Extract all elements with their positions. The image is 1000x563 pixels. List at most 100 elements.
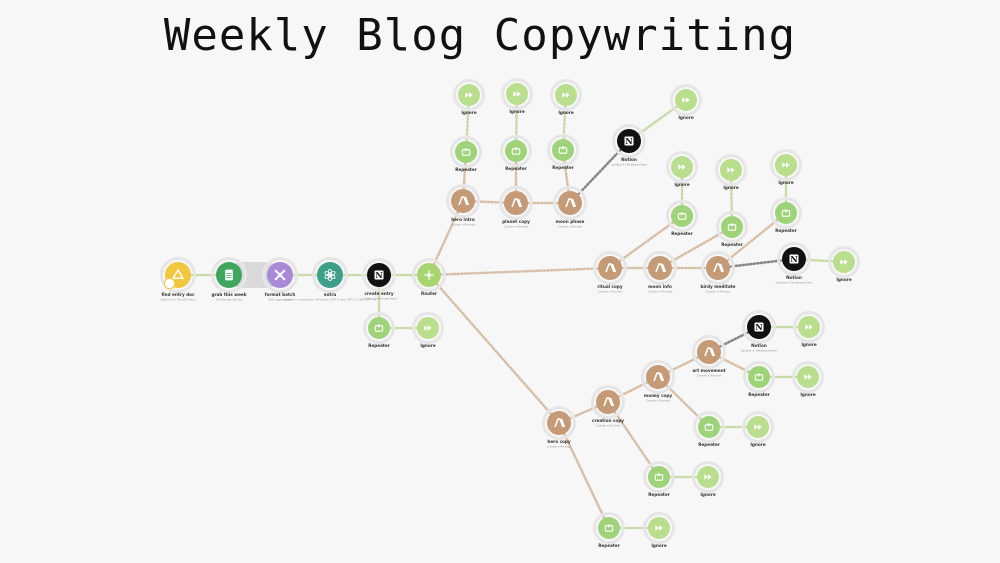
module-label: Repeater (748, 392, 771, 397)
tools-icon (274, 269, 286, 281)
module-label: Ignore (674, 182, 689, 187)
module-ignore-d1[interactable]: Ignore (792, 361, 824, 398)
module-ignore-a[interactable]: Ignore (412, 312, 444, 349)
module-ignore-d4[interactable]: Ignore (643, 512, 675, 549)
notion-icon: N (754, 322, 764, 332)
module-sublabel: Create a Prompt (598, 290, 623, 294)
module-halo (593, 251, 627, 285)
svg-text:N: N (790, 254, 797, 264)
module-repeater-d1[interactable]: Repeater (743, 361, 775, 398)
drive-icon (171, 268, 185, 280)
module-label: Repeater (455, 167, 478, 172)
repeater-icon (558, 145, 568, 154)
module-halo (643, 461, 675, 493)
module-sublabel: Create a Prompt (697, 374, 722, 378)
module-ignore-b4[interactable]: Ignore (670, 84, 702, 121)
module-label: moon phase (556, 219, 585, 224)
module-label: Repeater (775, 228, 798, 233)
module-ignore-c4[interactable]: Ignore (828, 246, 860, 283)
module-halo (446, 184, 480, 218)
module-label: Repeater (671, 231, 694, 236)
module-label: moon info (648, 284, 672, 289)
module-ignore-b1[interactable]: Ignore (453, 79, 485, 116)
module-label: Notion (786, 275, 802, 280)
module-repeater-d4[interactable]: Repeater (593, 512, 625, 549)
module-circle (598, 517, 620, 539)
module-halo (412, 258, 446, 292)
module-label: money copy (644, 393, 673, 398)
module-halo (742, 310, 776, 344)
claude-icon (458, 196, 470, 206)
module-sublabel: Create a Prompt (646, 399, 671, 403)
module-label: planet copy (502, 219, 530, 224)
module-ignore-b2[interactable]: Ignore (501, 78, 533, 115)
module-circle (558, 191, 582, 215)
module-label: hero copy (547, 439, 571, 444)
module-label: Repeater (698, 442, 721, 447)
module-ignore-d2[interactable]: Ignore (742, 411, 774, 448)
module-halo (547, 134, 579, 166)
module-halo (670, 84, 702, 116)
module-repeater-c3[interactable]: Repeater (770, 197, 802, 234)
module-label: Ignore (836, 277, 851, 282)
module-halo (666, 151, 698, 183)
module-halo (211, 257, 247, 293)
module-router[interactable]: Router (412, 258, 446, 297)
module-ignore-c1[interactable]: Ignore (666, 151, 698, 188)
module-circle (721, 216, 743, 238)
module-sublabel: Update a Database Item (611, 163, 648, 167)
module-label: Ignore (750, 442, 765, 447)
module-ignore-c3[interactable]: Ignore (770, 149, 802, 186)
module-repeater-b3[interactable]: Repeater (547, 134, 579, 171)
module-ignore-d3[interactable]: Ignore (692, 461, 724, 498)
module-repeater-d2[interactable]: Repeater (693, 411, 725, 448)
ignore-icon (840, 259, 848, 265)
module-halo (693, 411, 725, 443)
ignore-icon (465, 92, 473, 98)
ignore-icon (727, 167, 735, 173)
module-repeater-c2[interactable]: Repeater (716, 211, 748, 248)
module-label: Ignore (509, 109, 524, 114)
module-repeater-a[interactable]: Repeater (363, 312, 395, 349)
trigger-clock-icon[interactable] (163, 277, 176, 290)
module-repeater-b1[interactable]: Repeater (450, 136, 482, 173)
svg-text:N: N (375, 270, 382, 280)
module-repeater-b2[interactable]: Repeater (500, 135, 532, 172)
module-label: Ignore (801, 342, 816, 347)
module-ignore-d0[interactable]: Ignore (793, 311, 825, 348)
module-label: Router (421, 291, 438, 296)
module-halo (612, 124, 646, 158)
module-ignore-b3[interactable]: Ignore (550, 79, 582, 116)
module-ignore-c2[interactable]: Ignore (715, 154, 747, 191)
page-title: Weekly Blog Copywriting (163, 10, 797, 61)
module-circle (547, 411, 571, 435)
ignore-icon (562, 92, 570, 98)
module-sublabel: Update a Database Item (741, 349, 778, 353)
claude-icon (511, 198, 523, 208)
module-sublabel: Create a Prompt (596, 424, 621, 428)
module-label: Ignore (558, 110, 573, 115)
module-repeater-d3[interactable]: Repeater (643, 461, 675, 498)
module-repeater-c1[interactable]: Repeater (666, 200, 698, 237)
module-halo (770, 149, 802, 181)
module-halo (643, 512, 675, 544)
